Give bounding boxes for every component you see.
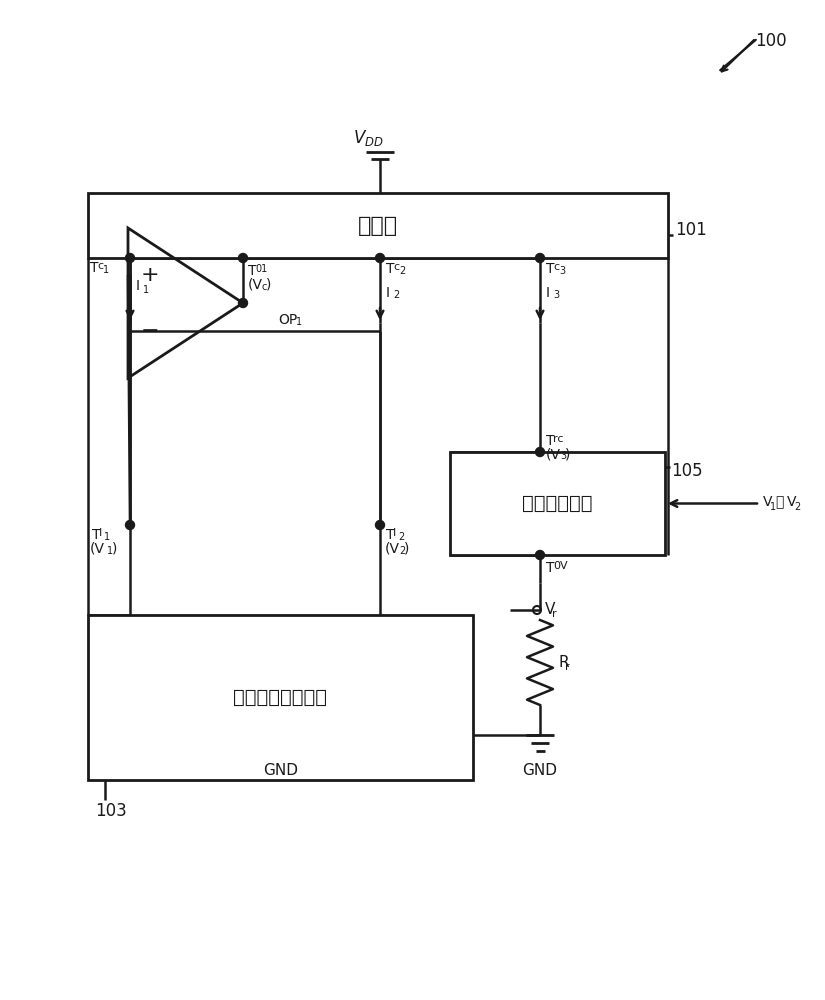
Text: 电压维持模块: 电压维持模块 xyxy=(522,494,592,513)
Text: ): ) xyxy=(565,447,570,461)
Bar xyxy=(88,193,668,258)
Bar xyxy=(88,615,473,780)
Text: c: c xyxy=(97,261,103,271)
Text: I: I xyxy=(99,528,102,538)
Text: I: I xyxy=(136,279,140,293)
Text: T: T xyxy=(90,261,98,275)
Text: c: c xyxy=(553,262,559,272)
Text: OP: OP xyxy=(278,313,297,327)
Text: R: R xyxy=(558,655,568,670)
Text: $V_{DD}$: $V_{DD}$ xyxy=(352,128,384,148)
Text: 103: 103 xyxy=(95,802,127,820)
Text: rc: rc xyxy=(553,434,563,444)
Text: V: V xyxy=(545,602,555,617)
Circle shape xyxy=(535,448,545,456)
Text: V: V xyxy=(787,495,796,510)
Text: 1: 1 xyxy=(104,532,110,542)
Text: 3: 3 xyxy=(560,451,566,461)
Circle shape xyxy=(125,253,134,262)
Text: T: T xyxy=(248,264,257,278)
Text: (V: (V xyxy=(90,542,105,556)
Text: r: r xyxy=(552,609,557,619)
Text: (V: (V xyxy=(385,542,400,556)
Text: +: + xyxy=(141,265,159,285)
Text: 101: 101 xyxy=(675,221,707,239)
Text: GND: GND xyxy=(522,763,558,778)
Text: (V: (V xyxy=(248,278,263,292)
Text: c: c xyxy=(261,282,266,292)
Text: I: I xyxy=(393,528,396,538)
Text: −: − xyxy=(141,321,159,341)
Text: 01: 01 xyxy=(255,264,267,274)
Text: ): ) xyxy=(266,278,271,292)
Circle shape xyxy=(375,253,384,262)
Text: T: T xyxy=(546,434,554,448)
Circle shape xyxy=(238,298,248,308)
Text: 2: 2 xyxy=(794,502,800,512)
Text: T: T xyxy=(386,262,394,276)
Text: 2: 2 xyxy=(399,546,405,556)
Circle shape xyxy=(535,253,545,262)
Text: ): ) xyxy=(404,542,409,556)
Circle shape xyxy=(535,550,545,560)
Text: 2: 2 xyxy=(399,266,405,276)
Text: 1: 1 xyxy=(143,285,149,295)
Text: 电流镜: 电流镜 xyxy=(358,216,398,235)
Text: 1: 1 xyxy=(107,546,113,556)
Text: 1: 1 xyxy=(296,317,302,327)
Text: T: T xyxy=(546,262,554,276)
Text: T: T xyxy=(546,561,554,575)
Circle shape xyxy=(375,520,384,530)
Text: 105: 105 xyxy=(671,462,703,480)
Text: c: c xyxy=(393,262,399,272)
Text: V: V xyxy=(763,495,772,510)
Circle shape xyxy=(238,253,248,262)
Text: 1: 1 xyxy=(103,265,109,275)
Text: T: T xyxy=(92,528,101,542)
Bar xyxy=(450,452,665,555)
Text: 100: 100 xyxy=(755,32,786,50)
Text: (V: (V xyxy=(546,447,561,461)
Text: 输入电压产生模块: 输入电压产生模块 xyxy=(233,688,328,707)
Text: ): ) xyxy=(112,542,117,556)
Text: 0V: 0V xyxy=(553,561,568,571)
Text: 3: 3 xyxy=(559,266,565,276)
Text: 或: 或 xyxy=(775,495,784,510)
Text: 1: 1 xyxy=(770,502,776,512)
Text: 2: 2 xyxy=(398,532,404,542)
Text: r: r xyxy=(565,662,569,672)
Circle shape xyxy=(125,520,134,530)
Text: 2: 2 xyxy=(393,290,399,300)
Text: GND: GND xyxy=(263,763,298,778)
Text: T: T xyxy=(386,528,394,542)
Text: I: I xyxy=(546,286,550,300)
Text: I: I xyxy=(386,286,390,300)
Text: 3: 3 xyxy=(553,290,559,300)
